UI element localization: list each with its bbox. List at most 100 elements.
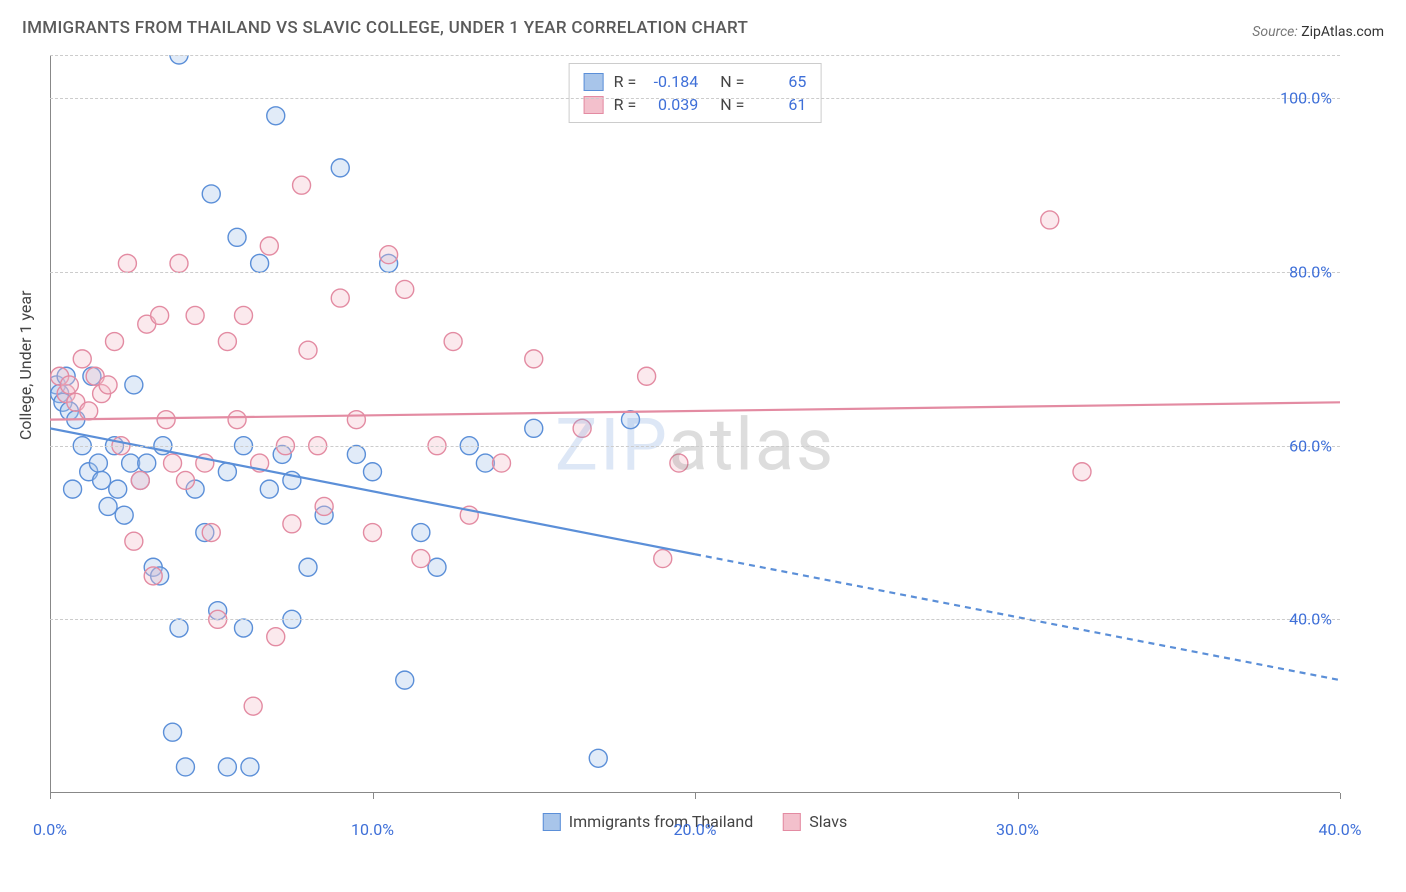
data-point bbox=[157, 411, 175, 429]
data-point bbox=[235, 619, 253, 637]
data-point bbox=[131, 471, 149, 489]
data-point bbox=[622, 411, 640, 429]
data-point bbox=[164, 454, 182, 472]
data-point bbox=[260, 480, 278, 498]
data-point bbox=[144, 567, 162, 585]
x-tick-label: 30.0% bbox=[996, 820, 1039, 839]
data-point bbox=[186, 306, 204, 324]
data-point bbox=[654, 550, 672, 568]
data-point bbox=[125, 376, 143, 394]
data-point bbox=[412, 550, 430, 568]
gridline bbox=[50, 272, 1340, 273]
data-point bbox=[228, 228, 246, 246]
stats-swatch bbox=[584, 73, 604, 91]
scatter-svg bbox=[50, 55, 1340, 793]
y-tick-label: 60.0% bbox=[1289, 436, 1332, 455]
x-tick-mark bbox=[50, 793, 51, 799]
regression-line bbox=[50, 402, 1340, 419]
data-point bbox=[396, 671, 414, 689]
data-point bbox=[525, 350, 543, 368]
data-point bbox=[218, 463, 236, 481]
data-point bbox=[60, 376, 78, 394]
plot-area: ZIPatlas R = -0.184 N = 65 R = 0.039 N =… bbox=[50, 55, 1340, 835]
data-point bbox=[476, 454, 494, 472]
data-point bbox=[444, 333, 462, 351]
data-point bbox=[525, 419, 543, 437]
gridline bbox=[50, 446, 1340, 447]
data-point bbox=[170, 254, 188, 272]
y-tick-label: 100.0% bbox=[1280, 89, 1332, 108]
gridline bbox=[50, 619, 1340, 620]
data-point bbox=[315, 497, 333, 515]
legend-label: Slavs bbox=[809, 812, 847, 831]
y-tick-label: 40.0% bbox=[1289, 610, 1332, 629]
data-point bbox=[260, 237, 278, 255]
data-point bbox=[99, 376, 117, 394]
data-point bbox=[331, 289, 349, 307]
data-point bbox=[170, 619, 188, 637]
data-point bbox=[202, 185, 220, 203]
data-point bbox=[299, 341, 317, 359]
data-point bbox=[80, 402, 98, 420]
legend-item: Slavs bbox=[783, 812, 847, 831]
data-point bbox=[118, 254, 136, 272]
data-point bbox=[267, 107, 285, 125]
data-point bbox=[412, 524, 430, 542]
data-point bbox=[235, 306, 253, 324]
data-point bbox=[125, 532, 143, 550]
gridline bbox=[50, 55, 1340, 56]
source-label: Source: bbox=[1252, 24, 1297, 40]
stats-row: R = 0.039 N = 61 bbox=[584, 93, 807, 116]
data-point bbox=[299, 558, 317, 576]
x-tick-mark bbox=[373, 793, 374, 799]
y-tick-label: 80.0% bbox=[1289, 263, 1332, 282]
data-point bbox=[164, 723, 182, 741]
data-point bbox=[176, 758, 194, 776]
data-point bbox=[202, 524, 220, 542]
data-point bbox=[109, 480, 127, 498]
data-point bbox=[347, 445, 365, 463]
data-point bbox=[73, 350, 91, 368]
legend-swatch bbox=[783, 813, 801, 831]
data-point bbox=[138, 454, 156, 472]
data-point bbox=[93, 471, 111, 489]
x-tick-mark bbox=[1340, 793, 1341, 799]
data-point bbox=[1073, 463, 1091, 481]
x-tick-label: 20.0% bbox=[674, 820, 717, 839]
x-tick-label: 40.0% bbox=[1319, 820, 1362, 839]
legend-swatch bbox=[543, 813, 561, 831]
data-point bbox=[573, 419, 591, 437]
data-point bbox=[364, 524, 382, 542]
data-point bbox=[428, 558, 446, 576]
data-point bbox=[267, 628, 285, 646]
data-point bbox=[106, 333, 124, 351]
data-point bbox=[493, 454, 511, 472]
stats-n-label: N = bbox=[720, 72, 744, 91]
data-point bbox=[331, 159, 349, 177]
stats-r-value: -0.184 bbox=[646, 72, 698, 91]
data-point bbox=[347, 411, 365, 429]
x-tick-label: 10.0% bbox=[351, 820, 394, 839]
data-point bbox=[122, 454, 140, 472]
source-attribution: Source: ZipAtlas.com bbox=[1252, 24, 1384, 40]
source-value: ZipAtlas.com bbox=[1301, 24, 1384, 40]
data-point bbox=[218, 758, 236, 776]
gridline bbox=[50, 98, 1340, 99]
data-point bbox=[364, 463, 382, 481]
data-point bbox=[251, 254, 269, 272]
legend-label: Immigrants from Thailand bbox=[569, 812, 753, 831]
data-point bbox=[1041, 211, 1059, 229]
data-point bbox=[176, 471, 194, 489]
data-point bbox=[293, 176, 311, 194]
stats-legend: R = -0.184 N = 65 R = 0.039 N = 61 bbox=[569, 63, 822, 123]
data-point bbox=[89, 454, 107, 472]
stats-r-label: R = bbox=[614, 72, 637, 91]
x-tick-mark bbox=[695, 793, 696, 799]
data-point bbox=[638, 367, 656, 385]
data-point bbox=[244, 697, 262, 715]
data-point bbox=[670, 454, 688, 472]
x-tick-mark bbox=[1018, 793, 1019, 799]
data-point bbox=[64, 480, 82, 498]
data-point bbox=[283, 515, 301, 533]
legend-item: Immigrants from Thailand bbox=[543, 812, 753, 831]
